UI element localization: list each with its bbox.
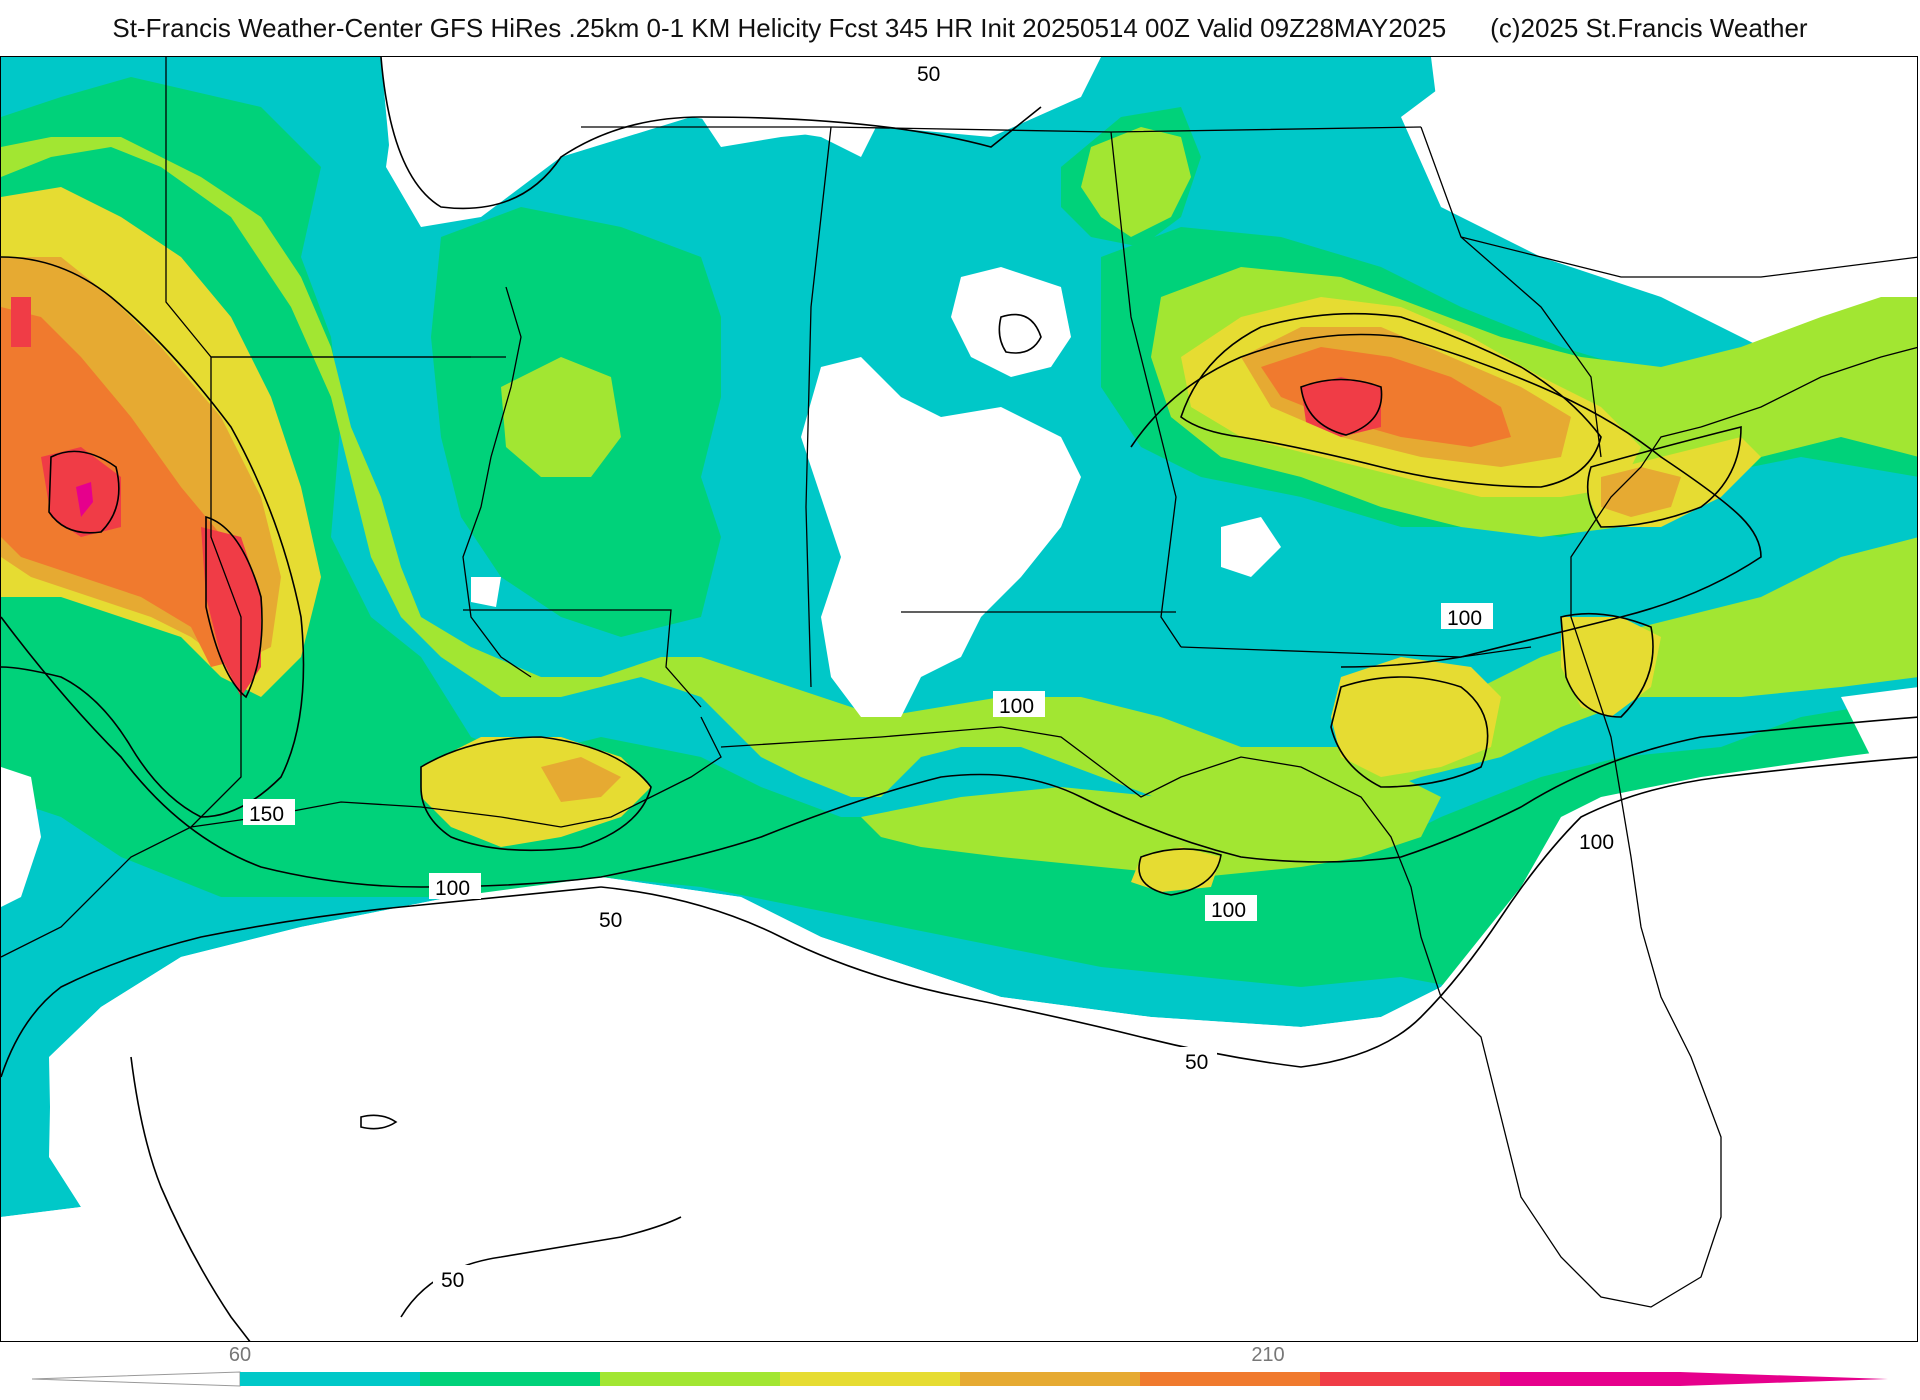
fill-lime-alabama xyxy=(1081,127,1191,237)
coastline xyxy=(1,346,1917,1308)
coast-texas-louisiana xyxy=(1,716,722,958)
contour-150-west xyxy=(1,256,305,818)
colorbar-segment xyxy=(1320,1372,1501,1386)
colorbar-segment xyxy=(1500,1372,1681,1386)
boundary-texas-louisiana xyxy=(190,357,242,828)
contour-label: 150 xyxy=(249,803,284,826)
gap-ga xyxy=(1221,517,1281,577)
gap-ms-al xyxy=(801,357,1081,717)
fill-darkorange-west xyxy=(1,307,261,667)
fill-lime-ms xyxy=(501,357,621,477)
colorbar-segment xyxy=(960,1372,1141,1386)
contour-50-north xyxy=(380,57,1042,210)
contour-200-east xyxy=(1300,378,1383,436)
contour-50-gulf-main xyxy=(600,756,1917,1068)
gap-ms xyxy=(471,577,501,607)
gap-texas-west xyxy=(1,767,41,907)
colorbar-segments xyxy=(240,1372,1681,1386)
contour-150-east xyxy=(1180,312,1602,488)
fill-yellow-sc xyxy=(1561,617,1661,717)
contour-label: 50 xyxy=(1185,1051,1208,1074)
boundary-louisiana-ms xyxy=(463,609,702,708)
contour-label: 50 xyxy=(917,63,940,86)
contour-150-sc xyxy=(1560,612,1654,718)
gap-north xyxy=(641,57,1101,147)
contour-150-la xyxy=(420,736,652,852)
contour-label: 100 xyxy=(435,877,470,900)
fill-darkorange-east xyxy=(1261,347,1511,447)
contour-150-nc xyxy=(1586,425,1742,528)
boundary-mississippi-river xyxy=(462,286,532,678)
gap-north-al xyxy=(951,267,1071,377)
state-boundaries xyxy=(165,57,1917,828)
contour-label: 100 xyxy=(1447,607,1482,630)
contour-100-east xyxy=(1130,333,1762,668)
contour-50-south xyxy=(130,1056,251,1341)
colorbar-low-arrow xyxy=(31,1371,241,1387)
contour-100-main xyxy=(1,616,1917,888)
color-scale-legend: 60 210 xyxy=(0,1342,1920,1400)
colorbar-segment xyxy=(240,1372,421,1386)
coast-atlantic xyxy=(1700,346,1917,428)
fill-orange-nc xyxy=(1601,467,1681,517)
contour-label-layer: 50 50 50 50 100 100 100 100 100 100 150 xyxy=(243,59,1625,1292)
fill-red-west-3 xyxy=(11,297,31,347)
colorbar-tick-label: 60 xyxy=(228,1344,252,1366)
fill-red-east xyxy=(1301,377,1381,437)
contour-closed-ms xyxy=(998,313,1042,354)
gap-atlantic xyxy=(1841,687,1917,757)
helicity-map: 50 50 50 50 100 100 100 100 100 100 150 xyxy=(0,56,1918,1342)
fill-yellow-gulf xyxy=(1131,847,1221,892)
map-canvas: 50 50 50 50 100 100 100 100 100 100 150 xyxy=(1,57,1917,1341)
colorbar-tick-label: 210 xyxy=(1251,1344,1285,1366)
contour-closed-gulf xyxy=(360,1114,398,1130)
boundary-ga-sc xyxy=(1420,126,1602,458)
contour-label: 50 xyxy=(599,909,622,932)
boundary-al-ga xyxy=(1110,131,1182,648)
contour-50-gulf-west xyxy=(1,886,602,1078)
contour-100-ga xyxy=(1330,676,1489,788)
fill-lime-gulf xyxy=(861,777,1441,877)
fill-orange-la xyxy=(541,757,621,802)
colorbar-segment xyxy=(780,1372,961,1386)
colorbar-high-arrow xyxy=(1680,1372,1888,1386)
gap-northeast xyxy=(1431,57,1917,267)
contour-label: 100 xyxy=(1211,899,1246,922)
fill-magenta-west xyxy=(76,482,93,517)
contour-label: 100 xyxy=(999,695,1034,718)
colorbar-segment xyxy=(1140,1372,1321,1386)
contour-label: 50 xyxy=(441,1269,464,1292)
contour-150-gulf xyxy=(1138,848,1222,896)
coast-ms-al-fl xyxy=(720,426,1722,1308)
contour-label: 100 xyxy=(1579,831,1614,854)
fill-red-west-2 xyxy=(201,527,261,697)
colorbar-segment xyxy=(600,1372,781,1386)
colorbar-segment xyxy=(420,1372,601,1386)
title-text: St-Francis Weather-Center GFS HiRes .25k… xyxy=(112,12,1447,43)
contour-200-west2 xyxy=(205,515,263,699)
boundary-ms-al xyxy=(805,126,832,688)
colorbar xyxy=(31,1371,1888,1387)
gap-northwest xyxy=(381,57,521,217)
map-title: St-Francis Weather-Center GFS HiRes .25k… xyxy=(0,0,1920,56)
boundary-tn-south xyxy=(581,126,1422,133)
copyright-text: (c)2025 St.Francis Weather xyxy=(1490,12,1808,43)
boundary-nc-sc xyxy=(1460,236,1917,278)
contour-200-west xyxy=(48,450,120,534)
